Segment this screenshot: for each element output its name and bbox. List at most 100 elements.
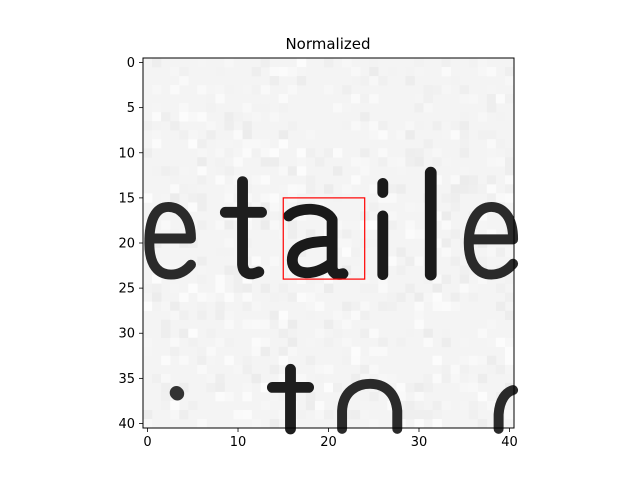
heatmap-cell	[477, 130, 488, 140]
heatmap-cell	[143, 283, 153, 293]
heatmap-cell	[224, 238, 234, 248]
heatmap-cell	[495, 364, 506, 375]
heatmap-cell	[215, 148, 225, 158]
x-tick-label: 40	[501, 435, 518, 450]
heatmap-cell	[414, 382, 424, 393]
heatmap-cell	[152, 58, 162, 68]
heatmap-cell	[477, 211, 488, 221]
heatmap-cell	[342, 103, 352, 113]
heatmap-cell	[387, 373, 397, 384]
heatmap-cell	[414, 121, 424, 131]
heatmap-cell	[351, 175, 361, 185]
heatmap-cell	[242, 103, 252, 113]
heatmap-cell	[224, 391, 234, 402]
heatmap-cell	[197, 346, 207, 357]
heatmap-cell	[251, 112, 261, 122]
heatmap-cell	[197, 256, 207, 266]
heatmap-cell	[351, 202, 361, 212]
heatmap-cell	[486, 103, 497, 113]
heatmap-cell	[287, 292, 298, 302]
heatmap-cell	[432, 418, 442, 429]
heatmap-cell	[242, 148, 252, 158]
heatmap-cell	[188, 346, 198, 357]
heatmap-cell	[414, 400, 424, 411]
heatmap-cell	[387, 211, 397, 221]
heatmap-cell	[504, 157, 515, 167]
heatmap-cell	[215, 337, 225, 348]
heatmap-cell	[152, 283, 162, 293]
heatmap-cell	[161, 373, 171, 384]
heatmap-cell	[260, 319, 270, 330]
heatmap-cell	[152, 418, 162, 429]
heatmap-cell	[387, 292, 397, 302]
heatmap-cell	[459, 85, 470, 95]
heatmap-cell	[342, 238, 352, 248]
heatmap-cell	[215, 391, 225, 402]
heatmap-cell	[170, 283, 180, 293]
heatmap-cell	[287, 184, 298, 194]
heatmap-cell	[369, 418, 379, 429]
heatmap-cell	[414, 409, 424, 420]
heatmap-cell	[432, 121, 442, 131]
heatmap-cell	[143, 346, 153, 357]
heatmap-cell	[396, 391, 406, 402]
heatmap-cell	[441, 364, 451, 375]
heatmap-cell	[477, 67, 488, 77]
heatmap-cell	[269, 157, 280, 167]
heatmap-cell	[450, 121, 461, 131]
heatmap-cell	[495, 337, 506, 348]
y-tick-label: 0	[127, 56, 135, 71]
heatmap-cell	[477, 418, 488, 429]
heatmap-cell	[405, 157, 415, 167]
heatmap-cell	[215, 310, 225, 321]
heatmap-cell	[197, 166, 207, 176]
heatmap-cell	[396, 346, 406, 357]
heatmap-cell	[405, 283, 415, 293]
heatmap-cell	[351, 346, 361, 357]
heatmap-cell	[351, 400, 361, 411]
heatmap-cell	[459, 373, 470, 384]
heatmap-cell	[495, 157, 506, 167]
heatmap-cell	[296, 157, 307, 167]
heatmap-cell	[405, 328, 415, 339]
heatmap-cell	[360, 157, 370, 167]
heatmap-cell	[197, 274, 207, 284]
heatmap-cell	[251, 139, 261, 149]
heatmap-cell	[188, 328, 198, 339]
heatmap-cell	[342, 355, 352, 366]
heatmap-cell	[224, 139, 234, 149]
heatmap-cell	[504, 274, 515, 284]
heatmap-cell	[287, 346, 298, 357]
heatmap-cell	[369, 328, 379, 339]
heatmap-cell	[224, 193, 234, 203]
heatmap-cell	[260, 346, 270, 357]
heatmap-cell	[152, 301, 162, 311]
heatmap-cell	[495, 193, 506, 203]
heatmap-cell	[197, 85, 207, 95]
heatmap-cell	[224, 355, 234, 366]
heatmap-cell	[179, 328, 189, 339]
glyph-n-bottom	[493, 385, 519, 434]
heatmap-cell	[468, 58, 479, 68]
heatmap-cell	[323, 409, 334, 420]
heatmap-cell	[314, 409, 325, 420]
heatmap-cell	[450, 130, 461, 140]
heatmap-cell	[179, 166, 189, 176]
heatmap-cell	[396, 292, 406, 302]
heatmap-cell	[504, 409, 515, 420]
heatmap-cell	[450, 292, 461, 302]
heatmap-cell	[296, 211, 307, 221]
heatmap-cell	[305, 355, 316, 366]
heatmap-cell	[260, 409, 270, 420]
heatmap-cell	[251, 103, 261, 113]
heatmap-cell	[179, 112, 189, 122]
heatmap-cell	[342, 220, 352, 230]
heatmap-cell	[323, 58, 334, 68]
glyph-a	[283, 203, 349, 280]
heatmap-cell	[170, 301, 180, 311]
heatmap-cell	[414, 103, 424, 113]
heatmap-cell	[351, 220, 361, 230]
heatmap-cell	[468, 94, 479, 104]
heatmap-cell	[414, 58, 424, 68]
heatmap-cell	[260, 382, 270, 393]
